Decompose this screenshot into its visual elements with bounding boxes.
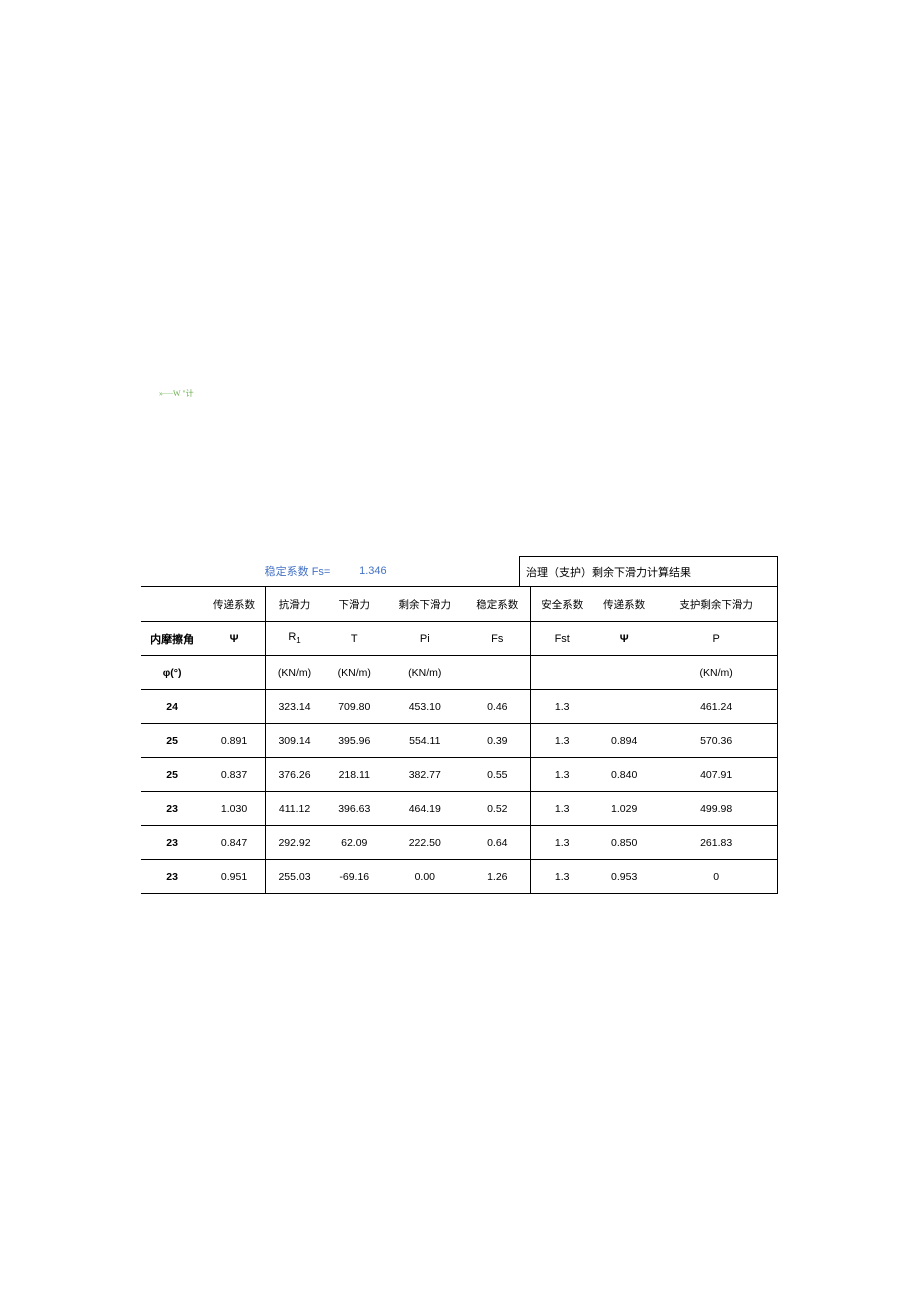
calculation-table: 传递系数 抗滑力 下滑力 剩余下滑力 稳定系数 安全系数 传递系数 支护剩余下滑… bbox=[141, 586, 778, 894]
cell: 1.3 bbox=[531, 758, 593, 792]
h3-c3: (KN/m) bbox=[323, 656, 385, 690]
h1-c6: 安全系数 bbox=[531, 587, 593, 622]
h2-c4: Pi bbox=[385, 622, 464, 656]
cell: 376.26 bbox=[265, 758, 323, 792]
h2-c6: Fst bbox=[531, 622, 593, 656]
cell: 464.19 bbox=[385, 792, 464, 826]
h1-c3: 下滑力 bbox=[323, 587, 385, 622]
cell: 24 bbox=[141, 690, 203, 724]
cell bbox=[203, 690, 265, 724]
cell: 396.63 bbox=[323, 792, 385, 826]
table-body: 24323.14709.80453.100.461.3461.24250.891… bbox=[141, 690, 778, 894]
table-row: 230.847292.9262.09222.500.641.30.850261.… bbox=[141, 826, 778, 860]
h1-c0 bbox=[141, 587, 203, 622]
h3-c6 bbox=[531, 656, 593, 690]
h1-c5: 稳定系数 bbox=[464, 587, 531, 622]
cell: 309.14 bbox=[265, 724, 323, 758]
header-row-1: 传递系数 抗滑力 下滑力 剩余下滑力 稳定系数 安全系数 传递系数 支护剩余下滑… bbox=[141, 587, 778, 622]
cell: 255.03 bbox=[265, 860, 323, 894]
cell: 1.029 bbox=[593, 792, 655, 826]
cell: 0.837 bbox=[203, 758, 265, 792]
h1-c7: 传递系数 bbox=[593, 587, 655, 622]
h3-c1 bbox=[203, 656, 265, 690]
table-row: 250.837376.26218.11382.770.551.30.840407… bbox=[141, 758, 778, 792]
cell: 709.80 bbox=[323, 690, 385, 724]
cell: 0.840 bbox=[593, 758, 655, 792]
cell: 25 bbox=[141, 758, 203, 792]
cell: 554.11 bbox=[385, 724, 464, 758]
cell: 570.36 bbox=[655, 724, 777, 758]
cell: 0.55 bbox=[464, 758, 531, 792]
cell: 461.24 bbox=[655, 690, 777, 724]
cell: 382.77 bbox=[385, 758, 464, 792]
h3-c2: (KN/m) bbox=[265, 656, 323, 690]
h3-c0: φ(°) bbox=[141, 656, 203, 690]
cell: 1.26 bbox=[464, 860, 531, 894]
cell: 0.52 bbox=[464, 792, 531, 826]
cell: 0.847 bbox=[203, 826, 265, 860]
table-container: 稳定系数 Fs= 1.346 治理（支护）剩余下滑力计算结果 传递系数 抗滑力 … bbox=[141, 556, 778, 894]
h3-c7 bbox=[593, 656, 655, 690]
cell: 407.91 bbox=[655, 758, 777, 792]
h2-c5: Fs bbox=[464, 622, 531, 656]
h3-c4: (KN/m) bbox=[385, 656, 464, 690]
cell: 23 bbox=[141, 826, 203, 860]
cell: 23 bbox=[141, 792, 203, 826]
cell: 411.12 bbox=[265, 792, 323, 826]
table-row: 231.030411.12396.63464.190.521.31.029499… bbox=[141, 792, 778, 826]
h3-c5 bbox=[464, 656, 531, 690]
support-title-block: 治理（支护）剩余下滑力计算结果 bbox=[519, 556, 778, 586]
cell: 1.3 bbox=[531, 690, 593, 724]
title-row: 稳定系数 Fs= 1.346 治理（支护）剩余下滑力计算结果 bbox=[141, 556, 778, 586]
cell: 218.11 bbox=[323, 758, 385, 792]
cell: -69.16 bbox=[323, 860, 385, 894]
h2-c3: T bbox=[323, 622, 385, 656]
table-row: 230.951255.03-69.160.001.261.30.9530 bbox=[141, 860, 778, 894]
table-row: 24 323.14709.80453.100.461.3 461.24 bbox=[141, 690, 778, 724]
cell: 23 bbox=[141, 860, 203, 894]
cell: 0.39 bbox=[464, 724, 531, 758]
fs-label: 稳定系数 Fs= bbox=[265, 563, 351, 579]
cell: 1.3 bbox=[531, 792, 593, 826]
cell: 453.10 bbox=[385, 690, 464, 724]
table-row: 250.891309.14395.96554.110.391.30.894570… bbox=[141, 724, 778, 758]
header-row-3: φ(°) (KN/m) (KN/m) (KN/m) (KN/m) bbox=[141, 656, 778, 690]
cell: 1.030 bbox=[203, 792, 265, 826]
h1-c1: 传递系数 bbox=[203, 587, 265, 622]
h2-c2: R1 bbox=[265, 622, 323, 656]
decorative-top-text: »∙∙∙∙∙W "计 bbox=[159, 388, 194, 399]
cell: 62.09 bbox=[323, 826, 385, 860]
h1-c2: 抗滑力 bbox=[265, 587, 323, 622]
cell: 499.98 bbox=[655, 792, 777, 826]
cell: 0.891 bbox=[203, 724, 265, 758]
h2-c0: 内摩擦角 bbox=[141, 622, 203, 656]
fs-title-block: 稳定系数 Fs= 1.346 bbox=[141, 556, 519, 586]
cell: 323.14 bbox=[265, 690, 323, 724]
cell: 222.50 bbox=[385, 826, 464, 860]
cell: 1.3 bbox=[531, 724, 593, 758]
cell: 0.951 bbox=[203, 860, 265, 894]
cell: 0.894 bbox=[593, 724, 655, 758]
cell: 0.953 bbox=[593, 860, 655, 894]
h2-c8: P bbox=[655, 622, 777, 656]
cell: 0.64 bbox=[464, 826, 531, 860]
cell: 261.83 bbox=[655, 826, 777, 860]
cell: 0.46 bbox=[464, 690, 531, 724]
cell: 0 bbox=[655, 860, 777, 894]
cell: 1.3 bbox=[531, 860, 593, 894]
h1-c4: 剩余下滑力 bbox=[385, 587, 464, 622]
cell: 0.850 bbox=[593, 826, 655, 860]
cell: 1.3 bbox=[531, 826, 593, 860]
cell: 25 bbox=[141, 724, 203, 758]
h2-c1: Ψ bbox=[203, 622, 265, 656]
cell: 292.92 bbox=[265, 826, 323, 860]
cell bbox=[593, 690, 655, 724]
cell: 395.96 bbox=[323, 724, 385, 758]
header-row-2: 内摩擦角 Ψ R1 T Pi Fs Fst Ψ P bbox=[141, 622, 778, 656]
cell: 0.00 bbox=[385, 860, 464, 894]
h1-c8: 支护剩余下滑力 bbox=[655, 587, 777, 622]
h2-c7: Ψ bbox=[593, 622, 655, 656]
fs-value: 1.346 bbox=[350, 565, 395, 577]
h3-c8: (KN/m) bbox=[655, 656, 777, 690]
